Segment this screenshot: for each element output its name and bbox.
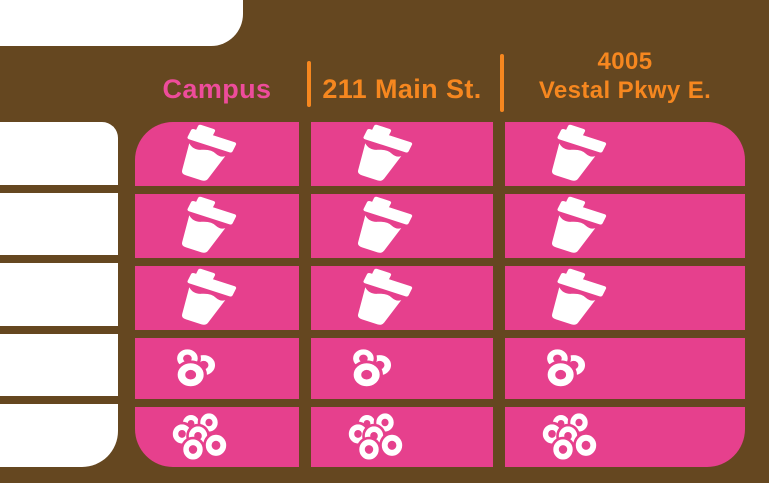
coffee-cup-icon	[346, 194, 416, 257]
top-left-card	[0, 0, 243, 46]
row-label-column	[0, 122, 118, 467]
header-campus-label: Campus	[162, 74, 272, 104]
grid-cell-r4-c1	[135, 338, 299, 399]
header-campus: Campus	[135, 74, 299, 105]
coffee-cup-icon	[170, 194, 240, 257]
grid-cell-r1-c1	[135, 122, 299, 186]
grid-cell-r4-c3	[505, 338, 745, 399]
header-vestal: 4005 Vestal Pkwy E.	[505, 47, 745, 105]
header-divider-2	[500, 54, 504, 112]
grid-cell-r5-c1	[135, 406, 299, 467]
donut-cluster-icon	[170, 410, 229, 462]
row-label-card-2	[0, 192, 118, 256]
header-vestal-label-line2: Vestal Pkwy E.	[538, 77, 712, 104]
donut-cluster-icon	[540, 410, 599, 462]
header-vestal-label-line1: 4005	[597, 48, 653, 75]
grid-cell-r1-c2	[311, 122, 493, 186]
grid-cell-r3-c2	[311, 266, 493, 330]
grid-cell-r2-c2	[311, 194, 493, 258]
coffee-cup-icon	[540, 266, 610, 329]
donut-cluster-icon	[346, 410, 405, 462]
row-label-card-3	[0, 263, 118, 326]
donut-trio-icon	[543, 346, 589, 390]
grid-cell-r2-c3	[505, 194, 745, 258]
header-main-st: 211 Main St.	[311, 74, 493, 105]
header-divider-1	[307, 61, 311, 107]
row-label-card-5	[0, 404, 118, 467]
coffee-cup-icon	[346, 266, 416, 329]
coffee-cup-icon	[170, 266, 240, 329]
row-label-card-4	[0, 333, 118, 397]
coffee-cup-icon	[346, 122, 416, 185]
table-grid	[135, 122, 745, 467]
grid-cell-r3-c3	[505, 266, 745, 330]
grid-cell-r5-c3	[505, 406, 745, 467]
grid-cell-r5-c2	[311, 406, 493, 467]
grid-cell-r1-c3	[505, 122, 745, 186]
donut-trio-icon	[349, 346, 395, 390]
row-label-card-1	[0, 122, 118, 185]
coffee-cup-icon	[170, 122, 240, 185]
coffee-cup-icon	[540, 122, 610, 185]
grid-cell-r3-c1	[135, 266, 299, 330]
donut-trio-icon	[173, 346, 219, 390]
header-main-st-label: 211 Main St.	[322, 74, 482, 104]
grid-cell-r4-c2	[311, 338, 493, 399]
coffee-cup-icon	[540, 194, 610, 257]
grid-cell-r2-c1	[135, 194, 299, 258]
